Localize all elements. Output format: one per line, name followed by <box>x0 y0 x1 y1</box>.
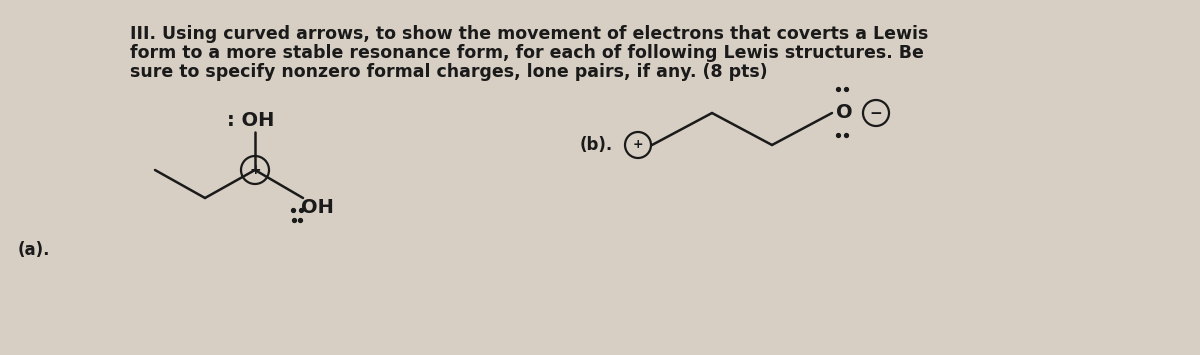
Text: −: − <box>870 105 882 120</box>
Text: form to a more stable resonance form, for each of following Lewis structures. Be: form to a more stable resonance form, fo… <box>130 44 924 62</box>
Text: III. Using curved arrows, to show the movement of electrons that coverts a Lewis: III. Using curved arrows, to show the mo… <box>130 25 929 43</box>
Text: +: + <box>250 163 260 177</box>
Text: : OH: : OH <box>227 111 275 130</box>
Text: sure to specify nonzero formal charges, lone pairs, if any. (8 pts): sure to specify nonzero formal charges, … <box>130 63 768 81</box>
Text: O: O <box>836 104 853 122</box>
Text: (b).: (b). <box>580 136 613 154</box>
Text: (a).: (a). <box>18 241 50 259</box>
Text: +: + <box>632 138 643 152</box>
Text: OH: OH <box>301 198 334 217</box>
